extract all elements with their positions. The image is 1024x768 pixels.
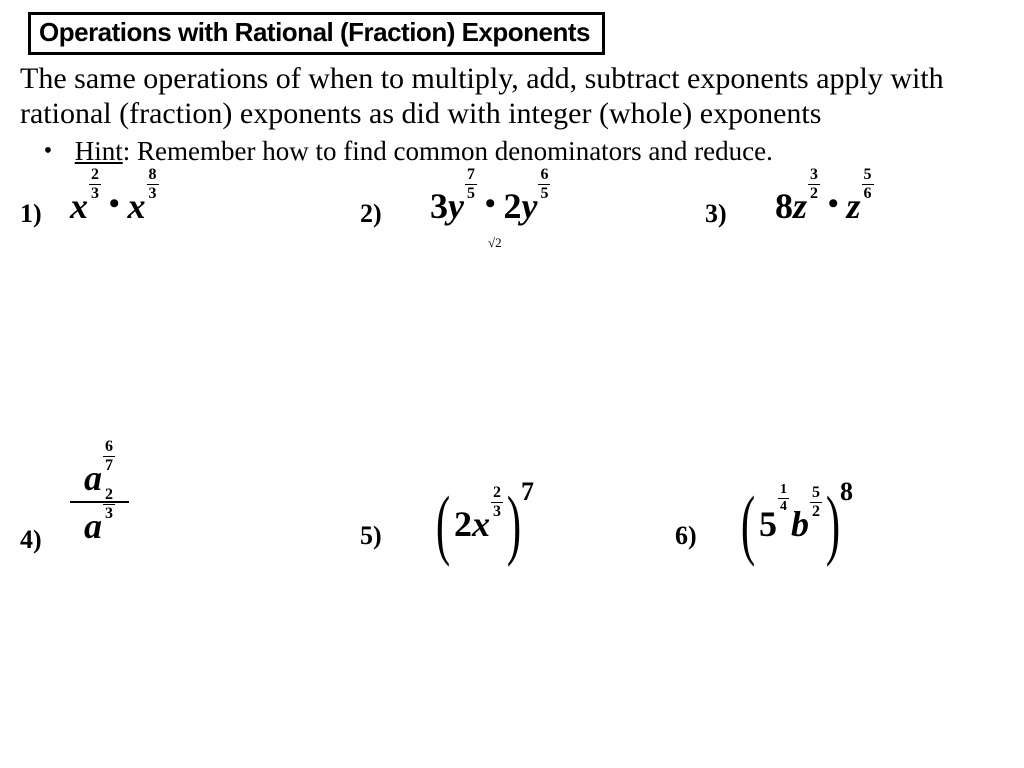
variable: a — [84, 506, 102, 546]
variable: x — [70, 186, 88, 226]
variable: y — [448, 186, 464, 226]
coefficient: 3 — [430, 186, 448, 226]
variable: y — [522, 186, 538, 226]
exponent-fraction: 56 — [862, 167, 874, 202]
problem-number: 1) — [20, 199, 42, 229]
outer-exponent: 8 — [840, 477, 853, 506]
hint-row: • Hint: Remember how to find common deno… — [28, 136, 1004, 167]
problem-number: 3) — [705, 199, 727, 229]
exponent-fraction: 14 — [778, 483, 789, 514]
variable: x — [472, 504, 490, 544]
expression: ( 514b52 ) 8 — [735, 493, 853, 555]
exponent-fraction: 32 — [808, 167, 820, 202]
expression: a67 a23 — [70, 455, 129, 549]
exponent-fraction: 52 — [810, 485, 822, 520]
exponent-fraction: 23 — [89, 167, 101, 202]
dot-operator: • — [481, 187, 500, 220]
dot-operator: • — [824, 187, 843, 220]
exponent-fraction: 75 — [465, 167, 477, 202]
expression: 8z32 • z56 — [775, 185, 874, 227]
outer-exponent: 7 — [521, 477, 534, 506]
exponent-fraction: 83 — [147, 167, 159, 202]
exponent-fraction: 23 — [103, 487, 115, 522]
right-paren: ) — [826, 493, 840, 555]
hint-label: Hint — [75, 136, 123, 166]
left-paren: ( — [741, 493, 755, 555]
exponent-fraction: 65 — [538, 167, 550, 202]
hint-text: : Remember how to find common denominato… — [123, 136, 773, 166]
intro-text: The same operations of when to multiply,… — [20, 61, 1004, 132]
variable: x — [128, 186, 146, 226]
problem-number: 6) — [675, 521, 697, 551]
expression: x23 • x83 — [70, 185, 159, 227]
variable: b — [791, 504, 809, 544]
fraction: a67 a23 — [70, 455, 129, 549]
exponent-fraction: 67 — [103, 439, 115, 474]
variable: z — [793, 186, 807, 226]
right-paren: ) — [507, 493, 521, 555]
exponent-fraction: 23 — [491, 485, 503, 520]
section-title: Operations with Rational (Fraction) Expo… — [39, 17, 590, 47]
sqrt-note: √2 — [488, 235, 502, 251]
coefficient: 5 — [759, 504, 777, 544]
expression: ( 2x23 ) 7 — [430, 493, 534, 555]
variable: z — [847, 186, 861, 226]
variable: a — [84, 458, 102, 498]
coefficient: 2 — [454, 504, 472, 544]
dot-operator: • — [105, 187, 124, 220]
problem-number: 4) — [20, 525, 42, 555]
problem-number: 2) — [360, 199, 382, 229]
expression: 3y75 • 2y65 √2 — [430, 185, 550, 227]
coefficient: 2 — [504, 186, 522, 226]
bullet-icon: • — [28, 138, 68, 165]
left-paren: ( — [436, 493, 450, 555]
problem-number: 5) — [360, 521, 382, 551]
section-title-box: Operations with Rational (Fraction) Expo… — [28, 12, 605, 55]
coefficient: 8 — [775, 186, 793, 226]
